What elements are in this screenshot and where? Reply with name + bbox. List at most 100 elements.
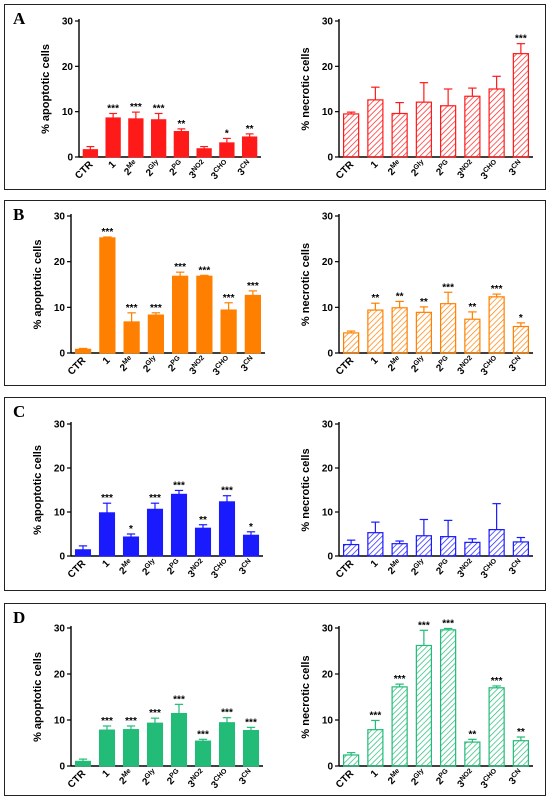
significance-label: * [519, 313, 523, 324]
x-tick-label: 3CHO [210, 354, 234, 378]
bar [391, 543, 408, 557]
x-tick-label: 1 [369, 355, 381, 367]
x-tick-label: 2PG [434, 354, 454, 374]
x-tick-label: 1 [369, 159, 381, 171]
x-tick-label: 3NO2 [187, 159, 210, 182]
bar [146, 508, 164, 557]
y-tick-label: 20 [322, 464, 334, 475]
significance-label: *** [221, 708, 233, 719]
x-tick-label: 3CN [506, 159, 526, 179]
significance-label: *** [442, 282, 454, 293]
significance-label: *** [442, 618, 454, 629]
y-tick-label: 20 [54, 257, 66, 268]
x-tick-label: 3CN [506, 355, 526, 375]
bar [98, 729, 116, 767]
y-axis-label: % necrotic cells [300, 243, 312, 326]
y-tick-label: 30 [54, 420, 66, 431]
bar [367, 729, 384, 767]
y-tick-label: 20 [54, 464, 66, 475]
y-tick-label: 30 [62, 17, 74, 28]
bar [464, 741, 481, 767]
chart-b-necrotic: 0 10 20 30 % necrotic cells CTR ** 1 ** 2Me ** 2Gly… [300, 212, 533, 378]
x-tick-label: 2Gly [143, 159, 163, 179]
y-tick-label: 20 [322, 670, 334, 681]
x-tick-label: 3CHO [478, 158, 502, 182]
significance-label: *** [153, 103, 165, 114]
x-tick-label: 2Me [117, 355, 136, 374]
bar [512, 325, 529, 354]
bar [343, 332, 360, 354]
x-tick-label: 2Me [385, 768, 404, 787]
significance-label: *** [101, 493, 113, 504]
x-tick-label: 2Gly [409, 355, 429, 375]
bar [440, 629, 457, 767]
bar [194, 740, 212, 767]
y-tick-label: 20 [322, 62, 334, 73]
significance-label: ** [177, 119, 185, 130]
y-tick-label: 0 [327, 552, 333, 563]
y-axis-label: % necrotic cells [300, 47, 312, 130]
significance-label: ** [246, 124, 254, 135]
x-tick-label: 3NO2 [187, 355, 210, 378]
bar [170, 712, 188, 767]
y-tick-label: 0 [67, 153, 73, 164]
significance-label: *** [491, 284, 503, 295]
x-tick-label: 3CHO [478, 767, 502, 791]
significance-label: *** [174, 262, 186, 273]
bar [98, 512, 116, 557]
bar [242, 729, 260, 767]
x-tick-label: CTR [334, 355, 357, 378]
bar [367, 99, 384, 158]
x-tick-label: 2Gly [140, 558, 160, 578]
y-axis-label: % necrotic cells [300, 655, 312, 738]
significance-label: *** [126, 303, 138, 314]
bar [464, 318, 481, 354]
bar [218, 501, 236, 557]
y-tick-label: 0 [327, 762, 333, 773]
y-tick-label: 0 [59, 762, 65, 773]
bar [464, 541, 481, 557]
x-tick-label: 3NO2 [186, 558, 209, 581]
y-tick-label: 30 [54, 624, 66, 635]
x-tick-label: 2Gly [409, 768, 429, 788]
significance-label: *** [173, 480, 185, 491]
y-axis-label: % apoptotic cells [32, 652, 44, 742]
y-tick-label: 10 [322, 107, 334, 118]
x-tick-label: 1 [100, 768, 112, 780]
y-tick-label: 0 [327, 349, 333, 360]
y-axis-label: % apoptotic cells [32, 445, 44, 535]
x-tick-label: 3CN [237, 768, 257, 788]
significance-label: *** [221, 486, 233, 497]
panel-letter: C [13, 402, 26, 421]
bar [170, 493, 188, 557]
x-tick-label: 1 [107, 159, 119, 171]
bar [219, 142, 235, 158]
bar [415, 535, 432, 557]
panel-c: C 0 10 20 30% apoptotic cells CTR *** 1 * 2Me ***… [4, 397, 546, 591]
bar [75, 348, 92, 354]
chart-a-necrotic: 0 10 20 30 % necrotic cells CTR 1 2Me 2Gly2PG3NO… [300, 17, 533, 182]
significance-label: ** [199, 515, 207, 526]
bar [122, 729, 140, 767]
bar [99, 237, 116, 354]
x-tick-label: 3CN [506, 558, 526, 578]
significance-label: ** [371, 293, 379, 304]
significance-label: *** [197, 729, 209, 740]
x-tick-label: CTR [66, 768, 89, 791]
x-tick-label: 2PG [165, 557, 185, 577]
panel-d: D 0 10 20 30% apoptotic cells CTR *** 1 *** 2Me *… [4, 603, 546, 796]
bar [172, 275, 189, 354]
x-tick-label: CTR [73, 159, 96, 182]
significance-label: *** [370, 710, 382, 721]
significance-label: *** [247, 281, 259, 292]
x-tick-label: 2Me [117, 558, 136, 577]
x-tick-label: 1 [369, 558, 381, 570]
x-tick-label: CTR [334, 768, 357, 791]
x-tick-label: 2Gly [140, 768, 160, 788]
chart-c-necrotic: 0 10 20 30 % necrotic cells CTR 1 2Me 2Gly2PG3NO… [300, 420, 533, 581]
y-tick-label: 30 [322, 17, 334, 28]
y-tick-label: 30 [54, 212, 66, 223]
x-tick-label: 3CHO [209, 557, 233, 581]
bar [440, 536, 457, 557]
